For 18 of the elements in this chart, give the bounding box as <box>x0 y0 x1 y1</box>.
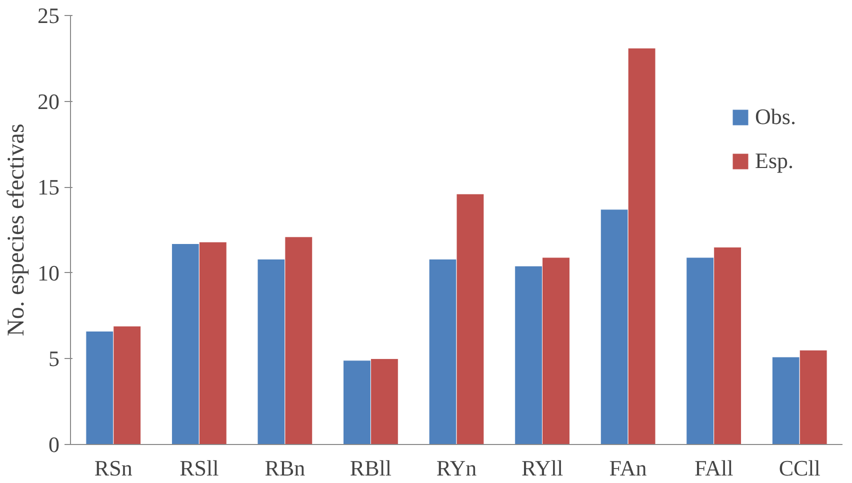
y-tick-label: 5 <box>48 346 60 372</box>
legend-label: Esp. <box>755 148 794 174</box>
x-tick-label: RYn <box>436 456 477 480</box>
x-tick-label: CCll <box>778 456 820 480</box>
y-tick-label: 20 <box>38 88 60 114</box>
x-tick-label: RBn <box>264 456 306 480</box>
y-tick-label: 15 <box>38 174 60 200</box>
x-tick-label: RSn <box>94 456 132 480</box>
y-tick-label: 10 <box>38 260 60 286</box>
y-tick-label: 0 <box>48 432 60 457</box>
x-tick-label: FAn <box>609 456 647 480</box>
x-tick-label: FAll <box>694 456 734 480</box>
x-tick-label: RYll <box>521 456 564 480</box>
y-tick-label: 25 <box>38 3 60 28</box>
x-tick-label: RSll <box>180 456 219 480</box>
legend-label: Obs. <box>755 104 796 130</box>
x-tick-label: RBll <box>350 456 392 480</box>
y-axis-title: No. especies efectivas <box>4 124 30 336</box>
